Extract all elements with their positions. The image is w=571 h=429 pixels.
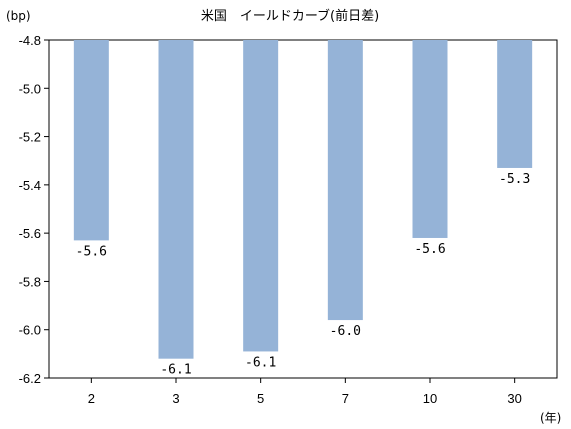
data-label-30: -5.3	[499, 172, 530, 187]
y-axis-unit: (bp)	[6, 9, 31, 23]
bars-layer	[73, 40, 533, 359]
bar-10	[412, 40, 448, 238]
bar-30	[497, 40, 533, 168]
x-axis: 2 3 5 7 10 30	[88, 378, 522, 406]
data-labels-layer: -5.6 -6.1 -6.1 -6.0 -5.6 -5.3	[76, 172, 531, 378]
bar-7	[327, 40, 363, 321]
x-tick-label-30: 30	[507, 391, 521, 406]
y-tick-label-2: -5.2	[19, 130, 41, 145]
data-label-5: -6.1	[245, 355, 276, 370]
y-tick-label-6: -6.0	[19, 323, 41, 338]
plot-area	[48, 39, 558, 379]
x-axis-unit: (年)	[540, 411, 561, 425]
y-tick-label-7: -6.2	[19, 371, 41, 386]
y-axis: -4.8 -5.0 -5.2 -5.4 -5.6 -5.8 -6.0 -6.2	[19, 33, 49, 386]
data-label-3: -6.1	[160, 363, 191, 378]
x-tick-label-2: 2	[88, 391, 95, 406]
data-label-2: -5.6	[76, 244, 107, 259]
bar-5	[243, 40, 279, 352]
x-tick-label-10: 10	[423, 391, 437, 406]
data-label-10: -5.6	[414, 242, 445, 257]
y-tick-label-4: -5.6	[19, 226, 41, 241]
data-label-7: -6.0	[330, 324, 361, 339]
bar-2	[73, 40, 109, 241]
x-tick-label-3: 3	[172, 391, 179, 406]
y-tick-label-5: -5.8	[19, 274, 41, 289]
y-tick-label-3: -5.4	[19, 178, 41, 193]
y-tick-label-0: -4.8	[19, 33, 41, 48]
x-tick-label-7: 7	[342, 391, 349, 406]
chart-title: 米国 イールドカーブ(前日差)	[201, 8, 379, 24]
x-tick-label-5: 5	[257, 391, 264, 406]
bar-3	[158, 40, 194, 359]
y-tick-label-1: -5.0	[19, 81, 41, 96]
